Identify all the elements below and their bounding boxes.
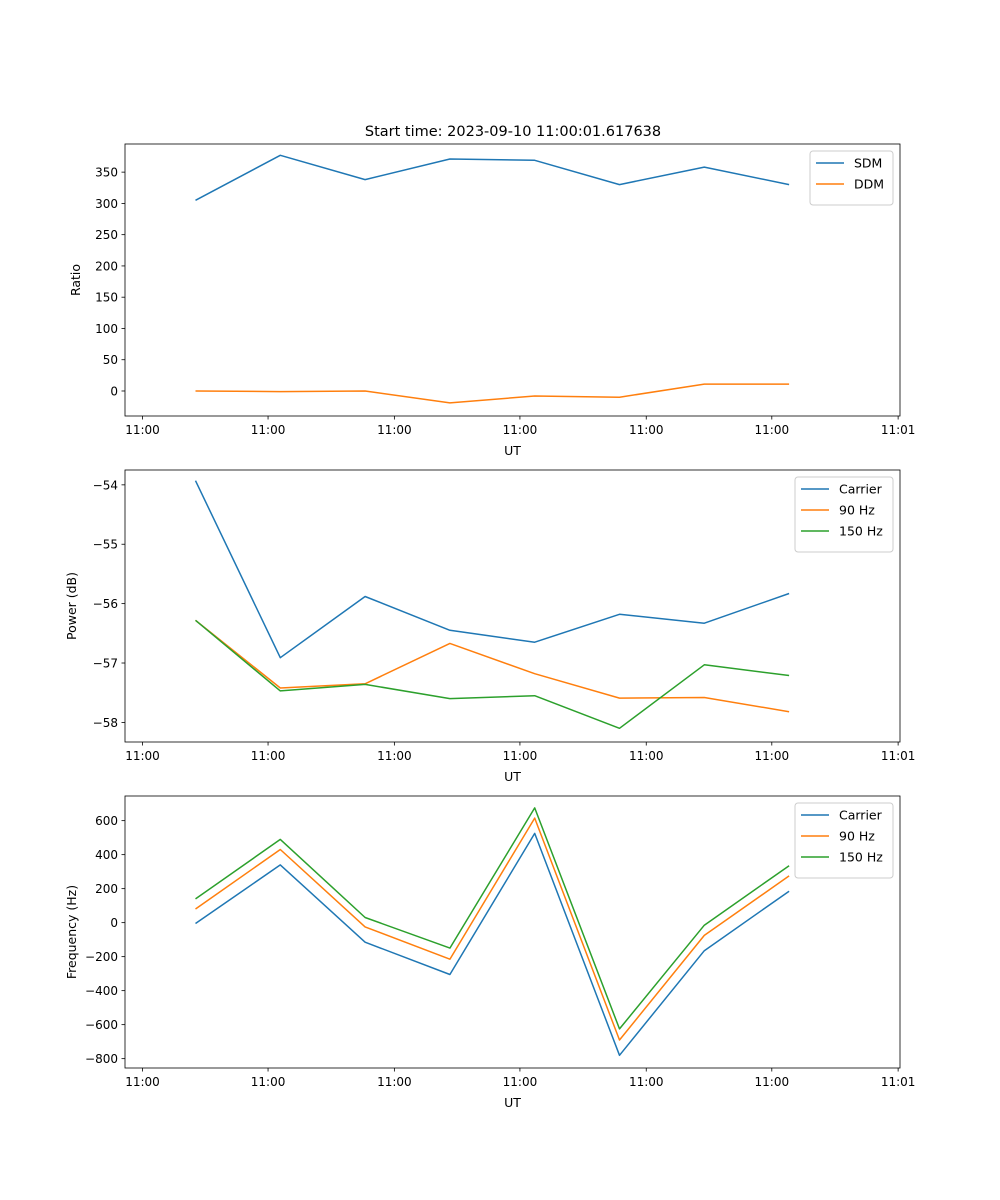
legend-box	[794, 802, 894, 879]
series-line-carrier	[194, 480, 790, 659]
y-tick-label: 100	[95, 322, 118, 336]
legend-label: Carrier	[839, 482, 883, 497]
x-tick-label: 11:00	[629, 1075, 664, 1089]
y-tick-label: −58	[93, 716, 118, 730]
x-tick-label: 11:00	[629, 749, 664, 763]
series-line-150-hz	[195, 807, 790, 1030]
series-line-90-hz	[195, 817, 790, 1041]
legend-label: 150 Hz	[839, 524, 883, 539]
y-tick-label: −55	[93, 538, 118, 552]
legend: Carrier 90 Hz 150 Hz	[794, 802, 894, 879]
legend-label: SDM	[854, 156, 882, 171]
x-tick-label: 11:01	[881, 749, 916, 763]
y-tick-label: −200	[85, 950, 118, 964]
series-line-carrier	[195, 832, 790, 1057]
chart-panel-1: 0 50 100 150 200 250 300 350 11:00 11:00 11:00 11:0…	[68, 143, 916, 458]
x-tick-label: 11:00	[503, 1075, 538, 1089]
legend: Carrier 90 Hz 150 Hz	[794, 476, 894, 553]
legend-label: Carrier	[839, 808, 883, 823]
legend-box	[809, 150, 894, 206]
y-tick-label: 400	[95, 848, 118, 862]
x-tick-label: 11:00	[503, 423, 538, 437]
y-axis-label: Frequency (Hz)	[64, 885, 79, 979]
y-tick-label: −57	[93, 657, 118, 671]
x-tick-label: 11:00	[125, 1075, 160, 1089]
y-tick-label: 200	[95, 259, 118, 273]
x-tick-label: 11:00	[251, 749, 286, 763]
y-tick-label: 0	[110, 384, 118, 398]
x-tick-label: 11:01	[881, 1075, 916, 1089]
axes-frame	[124, 469, 901, 743]
x-tick-label: 11:00	[755, 749, 790, 763]
y-tick-label: 600	[95, 814, 118, 828]
chart-panel-3: −800 −600 −400 −200 0 200 400 600 11:00 11:00 11:0…	[64, 795, 916, 1110]
x-tick-label: 11:00	[755, 423, 790, 437]
chart-title: Start time: 2023-09-10 11:00:01.617638	[365, 124, 661, 140]
x-axis-label: UT	[504, 1095, 521, 1110]
x-tick-label: 11:00	[125, 749, 160, 763]
series-line-ddm	[195, 383, 790, 404]
y-tick-label: −56	[93, 597, 118, 611]
x-axis-label: UT	[504, 443, 521, 458]
legend-label: 90 Hz	[839, 829, 875, 844]
x-tick-label: 11:00	[377, 423, 412, 437]
x-tick-label: 11:00	[251, 1075, 286, 1089]
x-tick-label: 11:00	[377, 749, 412, 763]
legend-label: 90 Hz	[839, 503, 875, 518]
y-tick-label: −54	[93, 478, 118, 492]
legend-label: DDM	[854, 177, 884, 192]
x-tick-label: 11:00	[503, 749, 538, 763]
y-tick-label: 0	[110, 916, 118, 930]
x-tick-label: 11:00	[251, 423, 286, 437]
y-tick-label: −400	[85, 984, 118, 998]
series-line-90-hz	[195, 619, 790, 713]
y-axis-label: Power (dB)	[64, 572, 79, 640]
x-tick-label: 11:00	[377, 1075, 412, 1089]
series-line-sdm	[195, 154, 790, 201]
series-line-150-hz	[195, 619, 790, 730]
y-tick-label: 300	[95, 197, 118, 211]
chart-panels: 0 50 100 150 200 250 300 350 11:00 11:00 11:00 11:0…	[64, 143, 916, 1110]
y-tick-label: −800	[85, 1052, 118, 1066]
x-axis-label: UT	[504, 769, 521, 784]
legend: SDM DDM	[809, 150, 894, 206]
y-tick-label: 200	[95, 882, 118, 896]
y-axis-label: Ratio	[68, 264, 83, 296]
y-tick-label: 250	[95, 228, 118, 242]
y-tick-label: 350	[95, 166, 118, 180]
axes-frame	[124, 143, 901, 417]
legend-box	[794, 476, 894, 553]
y-tick-label: −600	[85, 1018, 118, 1032]
y-tick-label: 150	[95, 291, 118, 305]
y-tick-label: 50	[103, 353, 118, 367]
x-tick-label: 11:00	[755, 1075, 790, 1089]
legend-label: 150 Hz	[839, 850, 883, 865]
x-tick-label: 11:00	[125, 423, 160, 437]
axes-frame	[124, 795, 901, 1069]
x-tick-label: 11:00	[629, 423, 664, 437]
chart-panel-2: −58 −57 −56 −55 −54 11:00 11:00 11:00 11:00 11:00…	[64, 469, 916, 784]
x-tick-label: 11:01	[881, 423, 916, 437]
